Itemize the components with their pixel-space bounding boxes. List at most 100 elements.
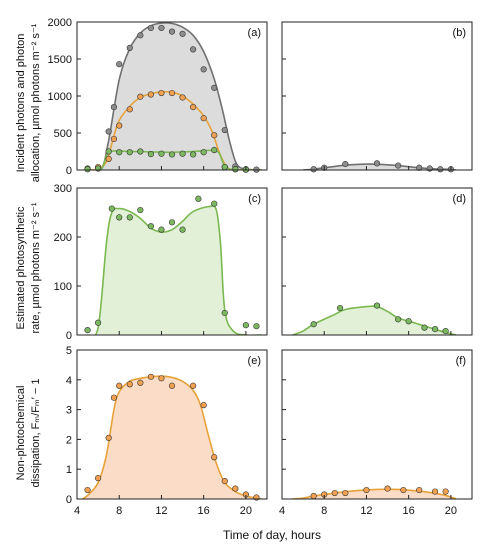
- panel-a-ytick-label-0: 0: [66, 165, 72, 177]
- row-label-3-line-2: dissipation, Fₘ/Fₘ′ − 1: [30, 378, 42, 487]
- panel-c-green-point-14: [253, 323, 260, 330]
- panel-e-ytick-label-2: 2: [66, 434, 72, 446]
- panel-a-orange-point-10: [190, 103, 197, 111]
- panel-a-green-point-11: [200, 149, 207, 156]
- panel-a-orange-point-9: [179, 94, 186, 101]
- panel-a-ytick-label-1: 500: [54, 128, 72, 140]
- panel-d-green-point-0: [310, 321, 317, 328]
- row-label-1-line-1: Incident photons and photon: [15, 34, 27, 173]
- panel-c-green-point-2: [108, 205, 115, 212]
- panel-d-green-point-3: [395, 316, 402, 323]
- panel-c-frame: [76, 187, 268, 336]
- panel-a-green-point-13: [221, 163, 228, 171]
- panel-a-green-point-9: [179, 150, 186, 157]
- panel-a-green-point-3: [116, 149, 123, 156]
- panel-a-orange-point-8: [168, 89, 176, 97]
- panel-a-green-point-4: [126, 149, 133, 156]
- panel-f-orange-point-4: [363, 486, 370, 494]
- panel-f: 4 8 12 16 20 (f): [279, 349, 473, 517]
- panel-a-ytick-label-3: 1500: [48, 54, 72, 66]
- panel-f-series-orange-area: [292, 489, 457, 499]
- panel-a-green-point-2: [105, 148, 112, 155]
- panel-a-gray-point-3: [110, 103, 118, 111]
- panel-e-orange-point-9: [168, 382, 176, 389]
- panel-a-gray-point-14: [221, 126, 228, 134]
- panel-f-orange-point-9: [442, 488, 449, 495]
- panel-c-ytick-label-3: 300: [54, 183, 72, 195]
- panel-a: 0 500 1000 1500 2000 (a): [48, 17, 268, 177]
- panel-e-orange-point-13: [221, 478, 228, 485]
- panel-a-gray-point-12: [200, 66, 207, 73]
- panel-a-green-point-0: [84, 166, 91, 173]
- panel-e-orange-point-1: [95, 475, 102, 482]
- panel-a-gray-point-13: [211, 84, 218, 91]
- panel-f-orange-point-0: [310, 492, 317, 500]
- panel-f-orange-point-5: [384, 485, 391, 492]
- panel-a-gray-point-10: [179, 30, 186, 37]
- panel-c-green-point-10: [195, 195, 202, 202]
- panel-a-gray-point-2: [105, 128, 112, 135]
- panel-a-plot-area: [87, 22, 262, 170]
- panel-e-orange-point-14: [232, 485, 239, 492]
- panel-d-green-point-5: [421, 324, 428, 331]
- panel-d-green-point-7: [442, 327, 449, 335]
- panel-a-gray-point-8: [158, 24, 165, 32]
- panel-e-xtick-label-1: 8: [116, 505, 122, 517]
- panel-e-xtick-label-0: 4: [74, 505, 80, 517]
- panel-a-green-point-8: [168, 151, 176, 158]
- panel-a-green-point-10: [190, 151, 197, 158]
- panel-e-orange-point-12: [211, 454, 218, 461]
- panel-a-ytick-label-4: 2000: [48, 17, 72, 29]
- panel-a-green-point-5: [137, 148, 144, 155]
- panel-a-green-point-14: [232, 166, 239, 173]
- panel-c-ytick-label-1: 100: [54, 281, 72, 293]
- panel-e-label: (e): [248, 355, 261, 367]
- panel-a-label: (a): [248, 27, 261, 39]
- panel-c-green-point-8: [168, 219, 176, 226]
- panel-a-orange-point-7: [158, 89, 165, 97]
- panel-d-plot-area: [292, 305, 457, 335]
- panel-e-orange-point-4: [116, 382, 123, 389]
- panel-b-gray-point-5: [416, 164, 423, 171]
- panel-a-gray-point-6: [137, 32, 144, 39]
- panel-e-series-orange-line: [81, 375, 262, 499]
- panel-d-green-point-2: [373, 302, 381, 309]
- panel-d-green-point-1: [336, 304, 344, 312]
- panel-b-frame: [281, 21, 473, 171]
- row-label-1: Incident photons and photon allocation, …: [15, 23, 42, 182]
- panel-e-plot-area: [81, 375, 262, 499]
- panel-a-orange-point-6: [147, 91, 154, 98]
- panel-a-orange-point-4: [126, 106, 133, 113]
- panel-e-ytick-label-0: 0: [66, 494, 72, 506]
- panel-e-orange-point-7: [147, 373, 154, 380]
- panel-a-gray-point-4: [116, 61, 123, 68]
- panel-c-green-point-3: [116, 214, 123, 221]
- panel-a-orange-point-5: [137, 93, 144, 100]
- panel-a-gray-point-5: [126, 44, 133, 52]
- row-label-3: Non-photochemical dissipation, Fₘ/Fₘ′ − …: [15, 378, 42, 487]
- panel-e-frame: [76, 349, 268, 500]
- panel-c-ytick-label-2: 200: [54, 232, 72, 244]
- panel-c-green-point-12: [221, 309, 228, 317]
- panel-a-gray-point-9: [168, 28, 176, 35]
- panel-d-frame: [281, 187, 473, 336]
- panel-f-orange-point-7: [416, 486, 423, 494]
- panel-b-gray-point-0: [310, 166, 317, 173]
- panel-a-orange-point-3: [116, 122, 123, 129]
- panel-a-orange-point-1: [105, 155, 112, 162]
- panel-f-xtick-label-1: 8: [321, 505, 327, 517]
- panel-a-series-gray-line: [87, 22, 262, 170]
- panel-e-xtick-label-2: 12: [155, 505, 167, 517]
- panel-c-green-point-5: [137, 206, 144, 214]
- row-label-2-line-2: rate, µmol photons m⁻² s⁻¹: [30, 202, 42, 333]
- panel-e-orange-point-8: [158, 375, 165, 382]
- panel-b-gray-point-4: [395, 162, 402, 169]
- x-axis-label: Time of day, hours: [223, 528, 321, 542]
- panel-c-plot-area: [87, 205, 262, 335]
- panel-e-ytick-label-5: 5: [66, 345, 72, 357]
- panel-a-green-point-7: [158, 150, 165, 157]
- panel-e-orange-point-2: [105, 434, 112, 442]
- panel-f-orange-point-6: [400, 486, 407, 494]
- row-label-3-line-1: Non-photochemical: [15, 386, 27, 481]
